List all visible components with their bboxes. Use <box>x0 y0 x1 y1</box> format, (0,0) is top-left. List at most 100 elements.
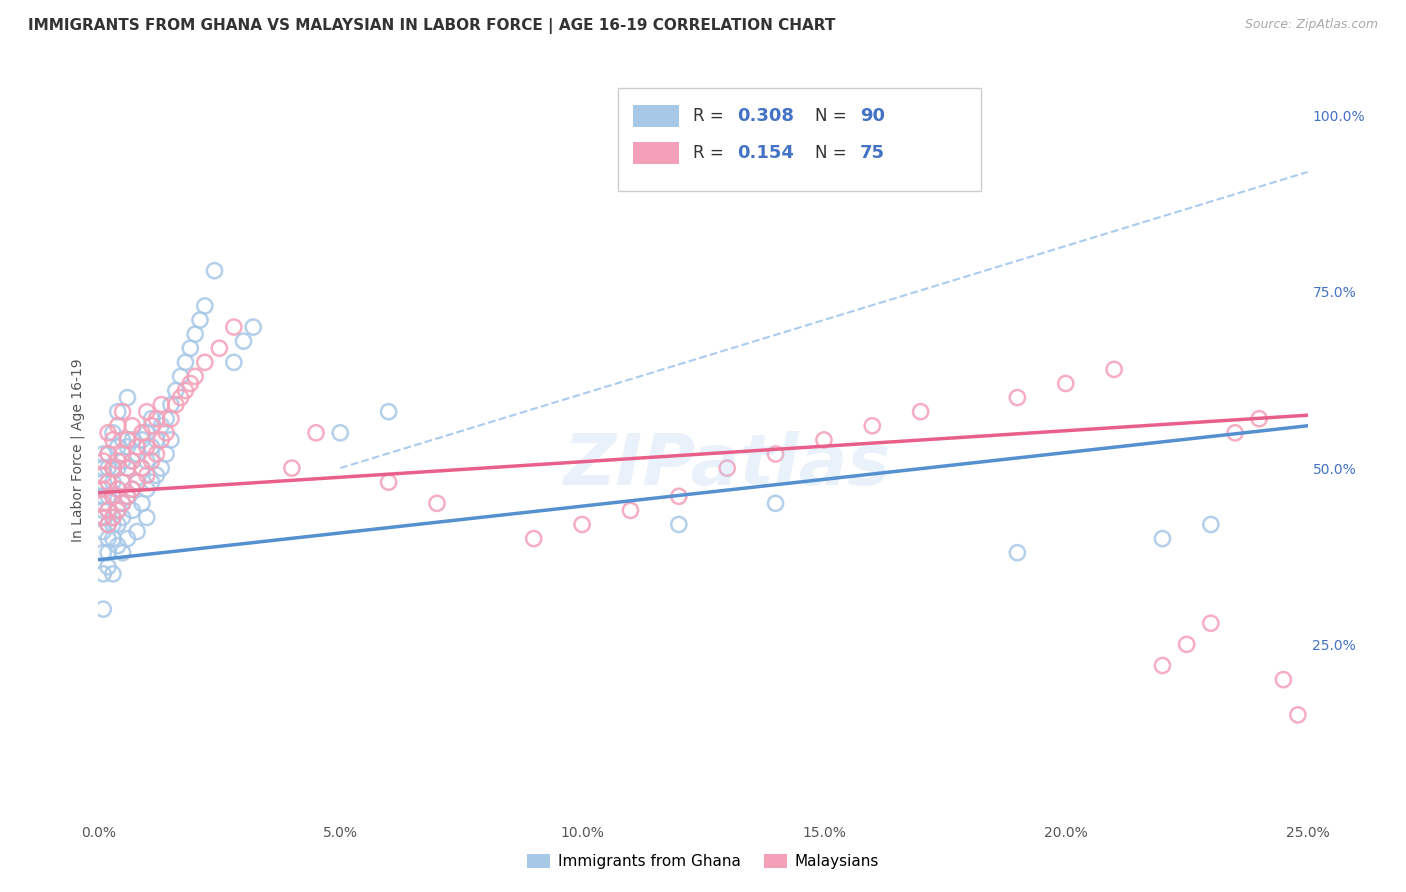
Point <box>101 517 124 532</box>
Point <box>188 313 211 327</box>
Point <box>117 532 139 546</box>
Point <box>107 418 129 433</box>
Point <box>1249 411 1271 425</box>
Point <box>91 454 114 468</box>
Point <box>91 489 114 503</box>
Point <box>91 510 114 524</box>
Text: N =: N = <box>815 144 852 161</box>
Point <box>101 489 124 503</box>
Point <box>97 425 120 440</box>
Point <box>111 433 134 447</box>
Point <box>127 440 149 454</box>
Point <box>1152 532 1174 546</box>
Point <box>765 496 787 510</box>
Point <box>165 384 187 398</box>
Point <box>131 496 153 510</box>
Point <box>121 454 143 468</box>
Point <box>91 546 114 560</box>
Point <box>91 475 114 490</box>
Point <box>91 524 114 539</box>
Point <box>184 369 207 384</box>
Point <box>117 461 139 475</box>
Point <box>101 433 124 447</box>
Point <box>155 425 177 440</box>
Point <box>1175 637 1198 651</box>
Point <box>111 496 134 510</box>
Point <box>377 475 399 490</box>
Point <box>145 447 167 461</box>
Text: ZIPatlas: ZIPatlas <box>564 431 891 500</box>
Point <box>155 447 177 461</box>
Point <box>174 355 197 369</box>
Point <box>155 411 177 425</box>
Point <box>101 510 124 524</box>
Point <box>107 454 129 468</box>
Point <box>97 447 120 461</box>
Text: 75: 75 <box>860 144 886 161</box>
Point <box>194 299 217 313</box>
Point <box>101 510 124 524</box>
Point <box>1286 707 1309 722</box>
Point <box>1223 425 1246 440</box>
Point <box>135 425 157 440</box>
Legend: Immigrants from Ghana, Malaysians: Immigrants from Ghana, Malaysians <box>522 848 884 875</box>
Point <box>127 524 149 539</box>
Point <box>377 405 399 419</box>
Point <box>194 355 217 369</box>
Point <box>121 418 143 433</box>
Point <box>135 482 157 496</box>
Point <box>242 320 264 334</box>
Point <box>208 341 231 355</box>
Text: R =: R = <box>693 107 730 125</box>
Point <box>668 489 690 503</box>
Point <box>179 341 201 355</box>
Point <box>91 468 114 483</box>
Point <box>141 440 163 454</box>
Point <box>91 510 114 524</box>
Point <box>1007 391 1029 405</box>
Point <box>101 461 124 475</box>
Text: Source: ZipAtlas.com: Source: ZipAtlas.com <box>1244 18 1378 31</box>
Text: R =: R = <box>693 144 730 161</box>
Point <box>135 468 157 483</box>
Point <box>117 489 139 503</box>
Point <box>117 391 139 405</box>
Point <box>860 418 883 433</box>
Point <box>145 468 167 483</box>
Point <box>97 517 120 532</box>
Point <box>141 454 163 468</box>
Point <box>97 559 120 574</box>
Point <box>91 503 114 517</box>
Text: 0.308: 0.308 <box>737 107 794 125</box>
Point <box>145 411 167 425</box>
Point <box>101 475 124 490</box>
Point <box>222 355 245 369</box>
Point <box>305 425 328 440</box>
Point <box>765 447 787 461</box>
Point <box>135 440 157 454</box>
Point <box>169 369 191 384</box>
Point <box>426 496 449 510</box>
Point <box>141 418 163 433</box>
Point <box>97 546 120 560</box>
Point <box>107 405 129 419</box>
Point <box>97 517 120 532</box>
Point <box>127 475 149 490</box>
FancyBboxPatch shape <box>619 87 981 191</box>
Point <box>97 475 120 490</box>
Point <box>131 425 153 440</box>
Point <box>160 411 183 425</box>
Point <box>111 405 134 419</box>
Point <box>127 475 149 490</box>
Point <box>232 334 254 348</box>
Point <box>107 503 129 517</box>
FancyBboxPatch shape <box>633 142 679 164</box>
Point <box>165 398 187 412</box>
Point <box>101 532 124 546</box>
Point <box>101 461 124 475</box>
Point <box>91 447 114 461</box>
Point <box>107 503 129 517</box>
Point <box>160 433 183 447</box>
Point <box>668 517 690 532</box>
Point <box>91 496 114 510</box>
